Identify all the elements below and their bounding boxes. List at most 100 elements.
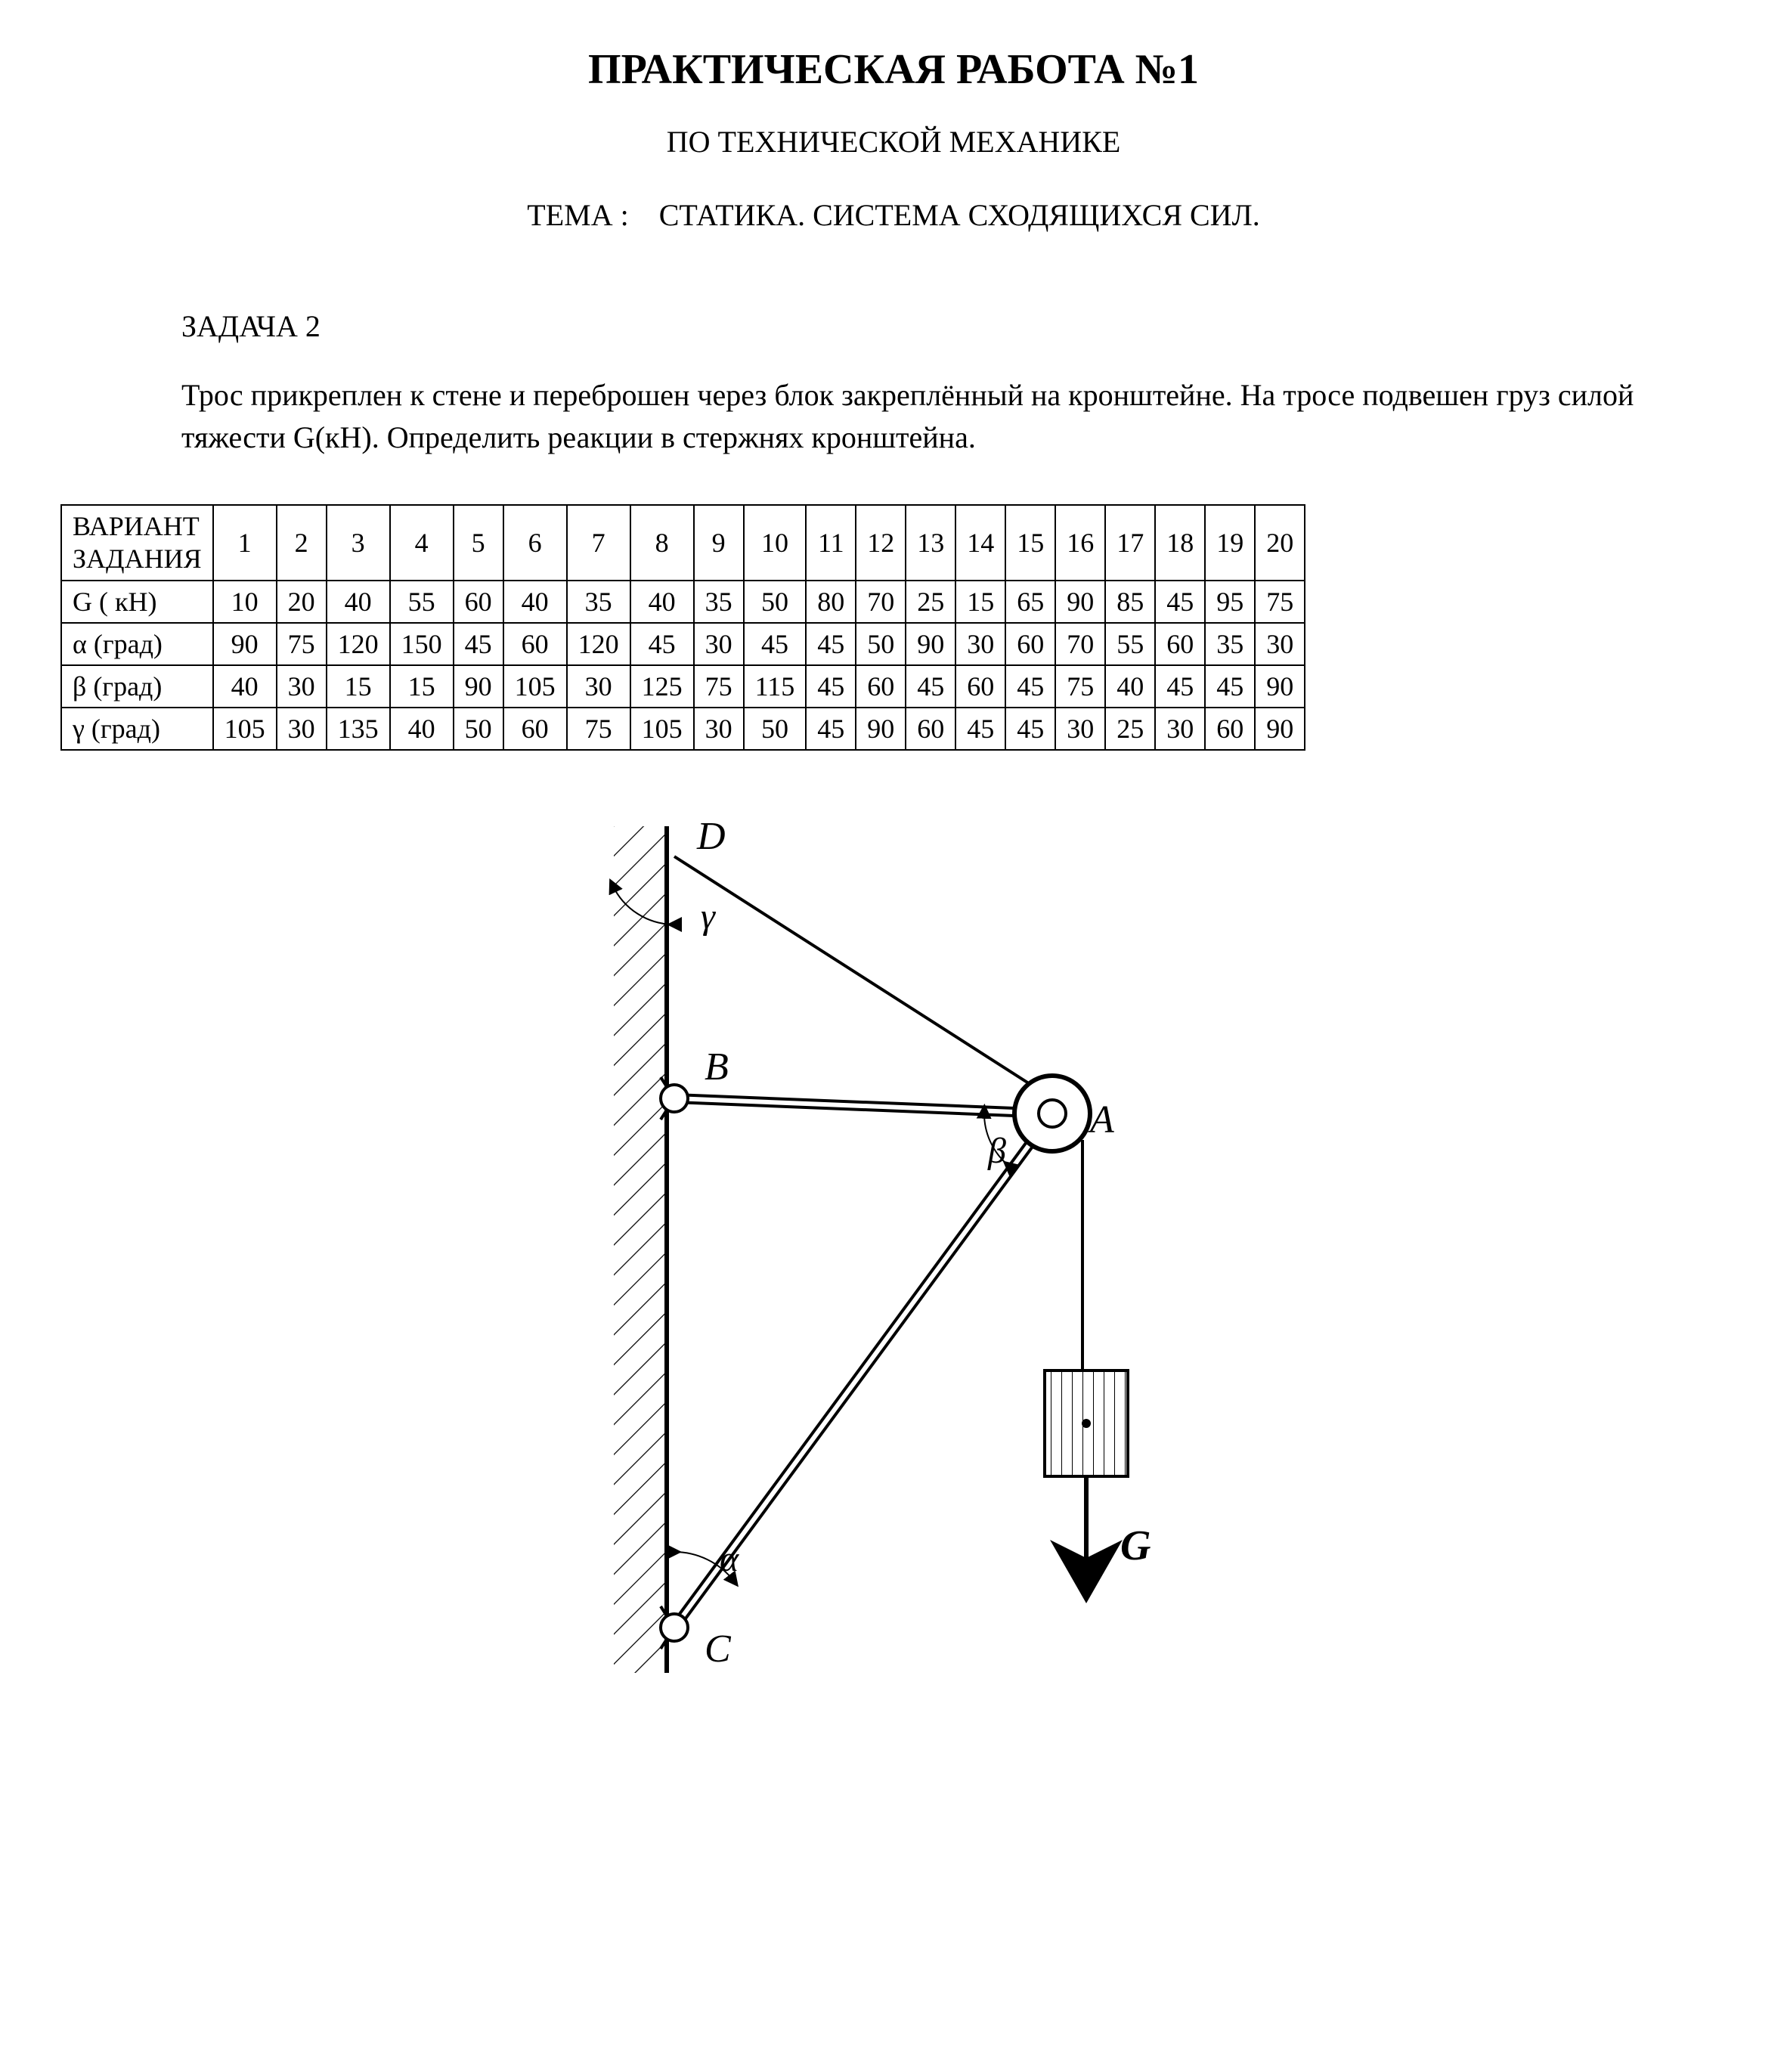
row-header-cell: β (град)	[61, 665, 213, 708]
data-cell: 105	[503, 665, 567, 708]
data-cell: 90	[454, 665, 503, 708]
data-cell: 90	[1255, 708, 1305, 750]
svg-text:β: β	[987, 1131, 1006, 1171]
data-cell: 25	[906, 581, 955, 623]
data-cell: 60	[503, 623, 567, 665]
variant-number-cell: 10	[744, 505, 807, 581]
data-cell: 50	[454, 708, 503, 750]
data-cell: 125	[630, 665, 694, 708]
variant-number-cell: 12	[856, 505, 906, 581]
data-cell: 95	[1205, 581, 1255, 623]
data-cell: 55	[390, 581, 454, 623]
data-cell: 60	[955, 665, 1005, 708]
data-cell: 60	[454, 581, 503, 623]
data-cell: 30	[1255, 623, 1305, 665]
data-cell: 75	[1055, 665, 1105, 708]
data-cell: 150	[390, 623, 454, 665]
problem-text: Трос прикреплен к стене и переброшен чер…	[181, 374, 1681, 459]
data-cell: 45	[1005, 665, 1055, 708]
data-cell: 40	[327, 581, 390, 623]
svg-text:C: C	[705, 1628, 732, 1671]
variant-number-cell: 9	[694, 505, 744, 581]
data-cell: 30	[694, 623, 744, 665]
data-cell: 15	[955, 581, 1005, 623]
data-cell: 45	[906, 665, 955, 708]
variant-number-cell: 3	[327, 505, 390, 581]
data-cell: 85	[1105, 581, 1155, 623]
data-cell: 105	[213, 708, 277, 750]
row-header-cell: α (град)	[61, 623, 213, 665]
problem-heading: ЗАДАЧА 2	[181, 308, 1681, 344]
variant-number-cell: 14	[955, 505, 1005, 581]
data-cell: 50	[744, 581, 807, 623]
data-cell: 55	[1105, 623, 1155, 665]
data-cell: 135	[327, 708, 390, 750]
data-cell: 45	[806, 708, 856, 750]
data-cell: 120	[327, 623, 390, 665]
variant-number-cell: 7	[567, 505, 630, 581]
variant-number-cell: 5	[454, 505, 503, 581]
data-cell: 90	[906, 623, 955, 665]
row-header-cell: γ (град)	[61, 708, 213, 750]
data-cell: 70	[856, 581, 906, 623]
data-cell: 105	[630, 708, 694, 750]
data-cell: 120	[567, 623, 630, 665]
data-cell: 35	[567, 581, 630, 623]
data-cell: 10	[213, 581, 277, 623]
data-cell: 45	[1155, 581, 1205, 623]
data-cell: 115	[744, 665, 807, 708]
row-header-cell: G ( кН)	[61, 581, 213, 623]
data-cell: 60	[1005, 623, 1055, 665]
data-cell: 45	[1155, 665, 1205, 708]
data-cell: 45	[744, 623, 807, 665]
variant-number-cell: 17	[1105, 505, 1155, 581]
data-cell: 15	[390, 665, 454, 708]
data-cell: 45	[955, 708, 1005, 750]
data-cell: 40	[503, 581, 567, 623]
data-cell: 45	[806, 665, 856, 708]
variant-number-cell: 6	[503, 505, 567, 581]
variant-number-cell: 2	[277, 505, 327, 581]
svg-text:G: G	[1120, 1522, 1151, 1569]
main-title: ПРАКТИЧЕСКАЯ РАБОТА №1	[30, 45, 1757, 94]
data-cell: 50	[856, 623, 906, 665]
data-cell: 30	[694, 708, 744, 750]
data-cell: 35	[694, 581, 744, 623]
data-cell: 75	[277, 623, 327, 665]
data-cell: 90	[1255, 665, 1305, 708]
data-cell: 40	[213, 665, 277, 708]
data-cell: 25	[1105, 708, 1155, 750]
data-cell: 70	[1055, 623, 1105, 665]
variant-number-cell: 1	[213, 505, 277, 581]
svg-text:D: D	[696, 815, 726, 858]
topic-line: ТЕМА : СТАТИКА. СИСТЕМА СХОДЯЩИХСЯ СИЛ.	[30, 197, 1757, 233]
data-cell: 75	[1255, 581, 1305, 623]
data-cell: 40	[1105, 665, 1155, 708]
variant-number-cell: 11	[806, 505, 856, 581]
diagram-container: GγβαDBAC	[30, 796, 1757, 1707]
variant-number-cell: 8	[630, 505, 694, 581]
data-cell: 90	[856, 708, 906, 750]
svg-text:B: B	[705, 1045, 729, 1089]
data-cell: 60	[906, 708, 955, 750]
data-cell: 30	[955, 623, 1005, 665]
variant-header-cell: ВАРИАНТЗАДАНИЯ	[61, 505, 213, 581]
variant-number-cell: 18	[1155, 505, 1205, 581]
data-cell: 15	[327, 665, 390, 708]
data-cell: 30	[1055, 708, 1105, 750]
svg-text:γ: γ	[701, 897, 716, 937]
variant-number-cell: 16	[1055, 505, 1105, 581]
data-cell: 60	[503, 708, 567, 750]
variant-number-cell: 20	[1255, 505, 1305, 581]
data-cell: 45	[454, 623, 503, 665]
data-cell: 75	[567, 708, 630, 750]
data-cell: 75	[694, 665, 744, 708]
data-cell: 40	[390, 708, 454, 750]
data-cell: 80	[806, 581, 856, 623]
svg-text:α: α	[720, 1539, 739, 1579]
subtitle: ПО ТЕХНИЧЕСКОЙ МЕХАНИКЕ	[30, 124, 1757, 160]
data-cell: 40	[630, 581, 694, 623]
variant-number-cell: 13	[906, 505, 955, 581]
topic-label: ТЕМА :	[527, 198, 628, 232]
data-cell: 45	[630, 623, 694, 665]
